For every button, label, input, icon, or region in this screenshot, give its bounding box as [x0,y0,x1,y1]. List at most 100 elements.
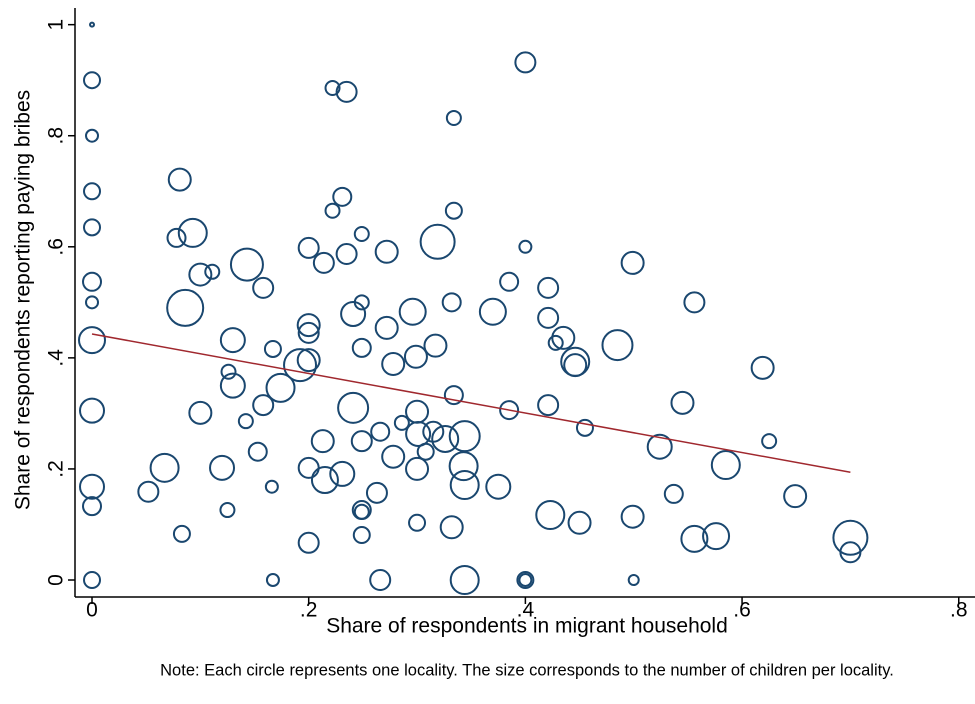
bubble [137,480,160,503]
bubble [516,571,535,590]
bubble [449,470,480,501]
bubble [166,288,205,327]
bubble [353,503,370,520]
bubble [83,71,102,90]
bubble [265,372,296,403]
bubble [188,262,213,287]
bubble [627,574,640,587]
bubble [683,291,706,314]
bubble [204,263,221,280]
bubble [329,460,356,487]
bubble [620,250,645,275]
bubble [374,315,399,340]
bubble [263,339,282,358]
bubble [408,513,427,532]
bubble [499,271,520,292]
bubble [310,429,335,454]
bubble [265,573,280,588]
bubble [310,466,339,495]
y-tick-label: 1 [45,19,68,31]
x-tick-label: .2 [300,599,318,622]
bubble [370,421,391,442]
bubble [518,573,533,588]
y-tick-label: .8 [45,127,68,145]
bubble [761,433,778,450]
bubble [393,414,410,431]
bubble [219,327,246,354]
bubble [219,372,246,399]
x-axis-label: Share of respondents in migrant househol… [326,615,728,638]
x-tick-label: 0 [86,599,98,622]
bubble [575,418,594,437]
bubble [680,524,709,553]
bubble [352,526,371,545]
bubble [832,519,869,556]
y-tick-label: 0 [45,574,68,586]
bubble [518,239,533,254]
bubble [563,353,588,378]
bubble [83,571,102,590]
bubble [82,271,103,292]
bubble [252,276,275,299]
bubble [381,444,406,469]
y-axis-label: Share of respondents reporting paying br… [12,90,35,510]
bubble [419,223,456,260]
bubble [264,479,279,494]
bubble [237,413,254,430]
bubble [283,348,318,383]
bubble [416,442,435,461]
bubble [324,202,341,219]
bubble [83,218,102,237]
bubble [297,236,320,259]
bubble [229,247,264,282]
bubble [499,400,520,421]
bubble [85,128,100,143]
bubble [172,524,191,543]
bubble [340,300,367,327]
bubble [535,500,566,531]
bubble [351,337,372,358]
x-tick-label: .8 [950,599,968,622]
bubble [448,420,481,453]
bubble [783,484,808,509]
bubble [567,510,592,535]
bubble [702,522,731,551]
bubble [441,292,462,313]
bubble [353,226,370,243]
bubble [537,276,560,299]
bubble [601,329,634,362]
bubble [423,333,448,358]
bubble [219,502,236,519]
bubble [324,79,341,96]
bubble [448,451,479,482]
bubble [79,397,106,424]
bubble [177,217,208,248]
bubble [149,452,180,483]
bubble [369,569,392,592]
bubble [663,483,684,504]
bubble [445,109,462,126]
fit-line [91,333,851,474]
y-tick-label: .6 [45,238,68,256]
x-tick-label: .6 [733,599,751,622]
bubble [335,243,358,266]
bubble [365,481,388,504]
bubble [620,504,645,529]
bubble [296,313,321,338]
bubble [296,348,321,373]
bubble [209,454,236,481]
bubble [405,456,430,481]
x-tick-label: .4 [517,599,535,622]
bubble [252,394,275,417]
bubble [337,391,370,424]
bubble [167,167,192,192]
y-tick-label: .4 [45,349,68,367]
bubble [398,297,427,326]
bubble [297,321,320,344]
bubble [247,441,268,462]
bubble [710,450,741,481]
bubble [449,565,480,596]
bubble [547,334,564,351]
